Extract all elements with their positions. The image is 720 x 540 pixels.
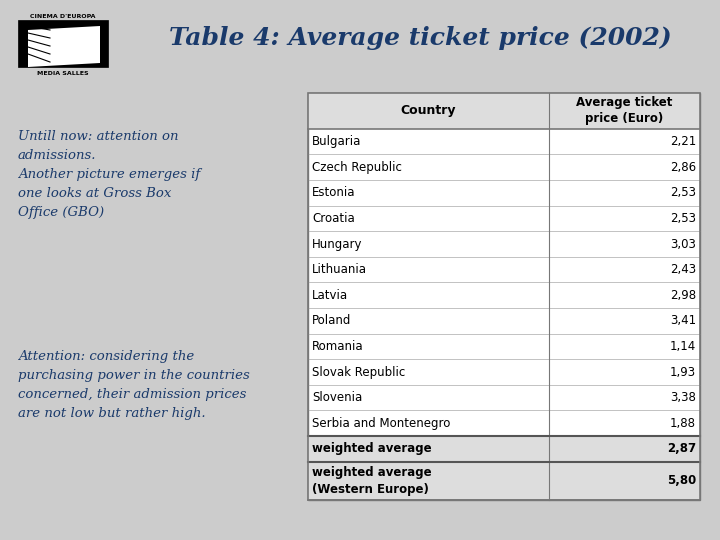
Text: Slovenia: Slovenia	[312, 391, 362, 404]
Text: Average ticket
price (Euro): Average ticket price (Euro)	[576, 97, 672, 125]
Text: 1,88: 1,88	[670, 417, 696, 430]
Text: CINEMA D'EUROPA: CINEMA D'EUROPA	[30, 15, 96, 19]
Bar	[18, 20, 108, 67]
Text: MEDIA SALLES: MEDIA SALLES	[37, 71, 89, 76]
Text: Bulgaria: Bulgaria	[312, 135, 361, 148]
Text: Latvia: Latvia	[312, 289, 348, 302]
Text: 2,53: 2,53	[670, 186, 696, 199]
Text: Untill now: attention on
admissions.
Another picture emerges if
one looks at Gro: Untill now: attention on admissions. Ano…	[18, 130, 200, 219]
Text: Serbia and Montenegro: Serbia and Montenegro	[312, 417, 451, 430]
Bar	[308, 93, 700, 500]
Text: Country: Country	[401, 104, 456, 117]
Text: 1,93: 1,93	[670, 366, 696, 379]
Text: Lithuania: Lithuania	[312, 263, 367, 276]
Text: 2,53: 2,53	[670, 212, 696, 225]
Text: 2,21: 2,21	[670, 135, 696, 148]
Text: Romania: Romania	[312, 340, 364, 353]
Text: 2,43: 2,43	[670, 263, 696, 276]
Text: 5,80: 5,80	[667, 474, 696, 487]
Text: weighted average
(Western Europe): weighted average (Western Europe)	[312, 466, 431, 496]
Text: 2,87: 2,87	[667, 442, 696, 455]
Text: Estonia: Estonia	[312, 186, 356, 199]
Text: Croatia: Croatia	[312, 212, 355, 225]
Text: Slovak Republic: Slovak Republic	[312, 366, 405, 379]
Bar	[308, 93, 700, 129]
Bar	[308, 436, 700, 462]
Text: Attention: considering the
purchasing power in the countries
concerned, their ad: Attention: considering the purchasing po…	[18, 350, 250, 420]
Text: 1,14: 1,14	[670, 340, 696, 353]
Text: Hungary: Hungary	[312, 238, 362, 251]
Text: Table 4: Average ticket price (2002): Table 4: Average ticket price (2002)	[168, 26, 671, 50]
Text: 2,98: 2,98	[670, 289, 696, 302]
Bar	[308, 93, 700, 500]
Text: 3,41: 3,41	[670, 314, 696, 327]
Text: 3,38: 3,38	[670, 391, 696, 404]
Bar	[308, 462, 700, 500]
Text: 2,86: 2,86	[670, 161, 696, 174]
Text: 3,03: 3,03	[670, 238, 696, 251]
Text: weighted average: weighted average	[312, 442, 431, 455]
Text: Poland: Poland	[312, 314, 351, 327]
Text: Czech Republic: Czech Republic	[312, 161, 402, 174]
Polygon shape	[28, 26, 100, 67]
